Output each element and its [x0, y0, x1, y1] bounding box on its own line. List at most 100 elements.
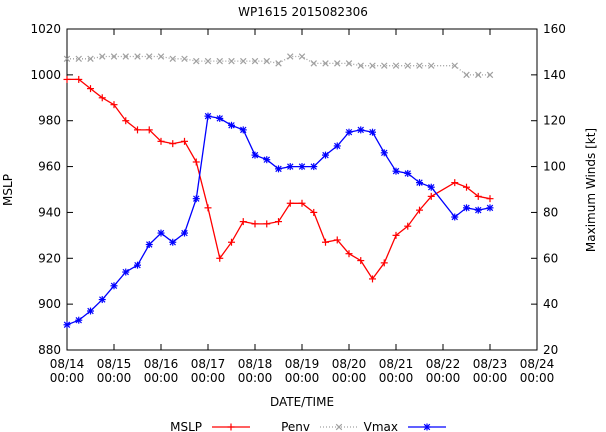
point-vmax: [357, 126, 365, 134]
point-vmax: [310, 163, 318, 171]
x-tick-label-time: 00:00: [144, 371, 179, 385]
point-mslp: [228, 238, 235, 246]
point-mslp: [216, 254, 224, 262]
marker-stroke: [345, 60, 353, 67]
right-tick-label: 140: [543, 68, 566, 82]
marker-stroke: [204, 112, 212, 120]
point-mslp: [251, 220, 259, 228]
point-vmax: [345, 128, 353, 136]
marker-stroke: [263, 57, 270, 65]
point-mslp: [463, 183, 470, 191]
marker-stroke: [146, 241, 153, 248]
marker-stroke: [475, 71, 482, 79]
point-penv: [322, 60, 329, 67]
point-mslp: [451, 179, 459, 187]
point-vmax: [63, 321, 71, 329]
point-mslp: [380, 259, 388, 267]
point-vmax: [392, 167, 400, 175]
marker-stroke: [357, 62, 364, 69]
right-axis-ticks: 20 40 60 80 100 120 140 160: [531, 22, 566, 357]
point-penv: [134, 53, 141, 60]
point-penv: [345, 60, 353, 67]
series-mslp: [63, 75, 494, 283]
point-mslp: [169, 140, 177, 148]
point-vmax: [404, 169, 412, 177]
marker-stroke: [169, 55, 176, 63]
point-vmax: [75, 316, 83, 324]
legend-marker-mslp: [227, 423, 235, 431]
marker-stroke: [298, 53, 306, 60]
point-penv: [99, 53, 106, 60]
point-mslp: [134, 126, 141, 134]
x-tick-label-date: 08/23: [473, 357, 508, 371]
point-mslp: [122, 117, 130, 125]
point-vmax: [380, 149, 388, 157]
marker-stroke: [381, 149, 388, 157]
point-vmax: [145, 241, 153, 249]
marker-stroke: [251, 151, 259, 159]
left-tick-label: 980: [38, 114, 61, 128]
point-vmax: [122, 268, 130, 276]
marker-stroke: [87, 307, 94, 315]
point-mslp: [192, 158, 200, 166]
marker-stroke: [428, 183, 435, 191]
point-mslp: [427, 192, 435, 200]
point-penv: [181, 55, 188, 63]
point-penv: [63, 55, 71, 63]
marker-stroke: [298, 163, 306, 170]
point-vmax: [251, 151, 259, 159]
point-mslp: [474, 192, 482, 200]
marker-stroke: [216, 57, 223, 65]
legend-marker-vmax: [423, 423, 431, 431]
marker-stroke: [193, 57, 200, 65]
point-mslp: [322, 238, 329, 246]
marker-stroke: [263, 156, 270, 163]
point-mslp: [345, 250, 353, 258]
point-penv: [486, 71, 494, 79]
point-penv: [381, 62, 388, 69]
point-vmax: [204, 112, 212, 120]
point-vmax: [263, 156, 271, 164]
legend-label-vmax: Vmax: [364, 420, 398, 432]
point-vmax: [169, 238, 177, 246]
marker-stroke: [75, 316, 82, 324]
marker-stroke: [369, 128, 376, 136]
y-axis-label-right: Maximum Winds [kt]: [584, 128, 598, 252]
marker-stroke: [451, 62, 458, 69]
x-tick-label-time: 00:00: [97, 371, 132, 385]
marker-stroke: [416, 179, 423, 186]
point-vmax: [181, 229, 188, 237]
point-mslp: [416, 206, 423, 214]
x-axis-ticks: 08/1400:0008/1500:0008/1600:0008/1700:00…: [50, 29, 554, 385]
right-tick-label: 40: [543, 297, 558, 311]
point-vmax: [451, 213, 459, 221]
marker-stroke: [228, 57, 235, 65]
x-tick-label-date: 08/14: [50, 357, 85, 371]
marker-stroke: [63, 321, 71, 329]
point-mslp: [357, 257, 365, 265]
marker-stroke: [216, 115, 223, 122]
marker-stroke: [193, 195, 200, 202]
marker-stroke: [134, 53, 141, 60]
point-vmax: [298, 163, 306, 171]
point-penv: [75, 55, 82, 63]
point-vmax: [157, 229, 165, 237]
marker-stroke: [416, 62, 423, 69]
point-penv: [428, 62, 435, 69]
left-tick-label: 1000: [30, 68, 61, 82]
point-penv: [228, 57, 235, 65]
point-penv: [451, 62, 458, 69]
marker-stroke: [451, 213, 458, 221]
right-tick-label: 120: [543, 114, 566, 128]
point-vmax: [369, 128, 376, 136]
series-line-mslp: [67, 78, 491, 281]
marker-stroke: [463, 204, 470, 212]
point-mslp: [98, 94, 106, 102]
chart-title: WP1615 2015082306: [238, 5, 368, 19]
marker-stroke: [157, 229, 165, 237]
point-mslp: [157, 137, 165, 145]
point-penv: [216, 57, 223, 65]
marker-stroke: [63, 55, 71, 63]
x-tick-label-date: 08/20: [332, 357, 367, 371]
